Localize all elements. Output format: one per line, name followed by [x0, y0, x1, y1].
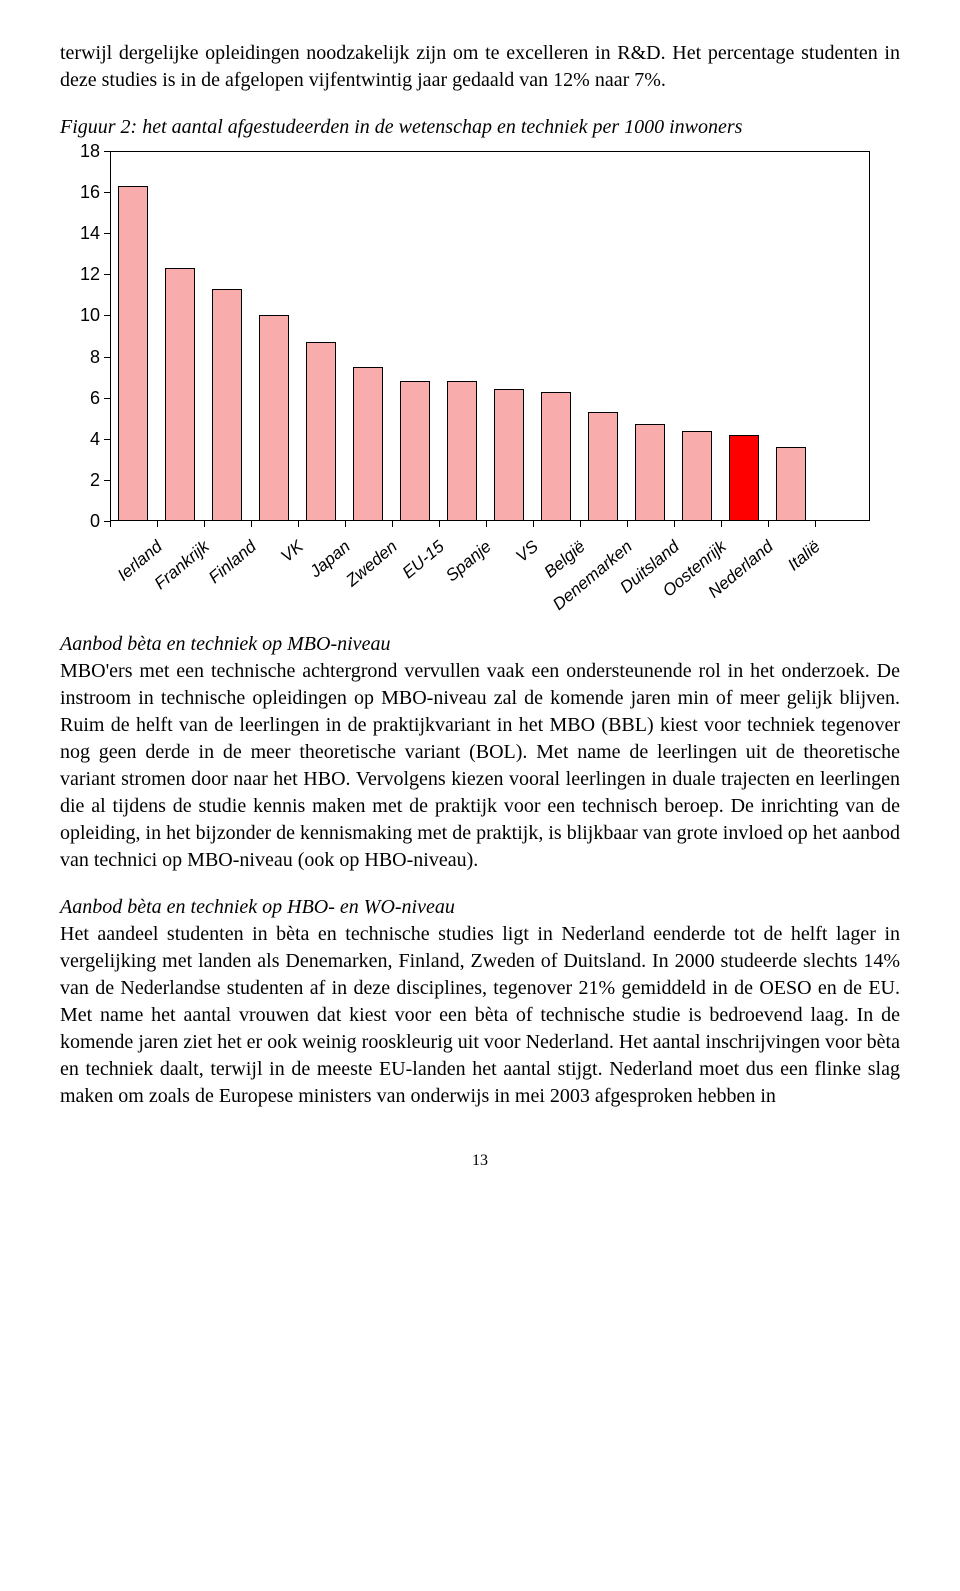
subheading-hbo-wo: Aanbod bèta en techniek op HBO- en WO-ni…: [60, 894, 900, 921]
bar: [447, 381, 477, 521]
paragraph-mbo: MBO'ers met een technische achtergrond v…: [60, 658, 900, 874]
y-axis-label: 16: [60, 180, 100, 204]
x-tick: [345, 521, 346, 527]
page-number: 13: [60, 1150, 900, 1172]
x-tick: [674, 521, 675, 527]
y-tick: [104, 439, 110, 440]
y-tick: [104, 192, 110, 193]
x-tick: [298, 521, 299, 527]
bar: [118, 186, 148, 521]
bar: [212, 289, 242, 521]
bar: [400, 381, 430, 521]
y-axis-label: 0: [60, 509, 100, 533]
y-tick: [104, 233, 110, 234]
x-tick: [721, 521, 722, 527]
x-tick: [110, 521, 111, 527]
x-tick: [439, 521, 440, 527]
y-tick: [104, 398, 110, 399]
paragraph-hbo-wo: Het aandeel studenten in bèta en technis…: [60, 921, 900, 1110]
x-tick: [486, 521, 487, 527]
y-tick: [104, 480, 110, 481]
x-tick: [392, 521, 393, 527]
bar: [306, 342, 336, 521]
y-tick: [104, 357, 110, 358]
y-axis-label: 4: [60, 427, 100, 451]
y-axis-label: 6: [60, 386, 100, 410]
bar: [635, 424, 665, 521]
y-tick: [104, 315, 110, 316]
x-tick: [251, 521, 252, 527]
bar: [682, 431, 712, 521]
y-axis-label: 10: [60, 303, 100, 327]
x-tick: [627, 521, 628, 527]
bar: [494, 389, 524, 521]
bar-chart: 024681012141618IerlandFrankrijkFinlandVK…: [60, 151, 900, 611]
bar: [729, 435, 759, 521]
bar: [776, 447, 806, 521]
bar: [588, 412, 618, 521]
bar: [541, 392, 571, 522]
bar: [165, 268, 195, 521]
figure-title: Figuur 2: het aantal afgestudeerden in d…: [60, 114, 900, 141]
x-tick: [204, 521, 205, 527]
subheading-mbo: Aanbod bèta en techniek op MBO-niveau: [60, 631, 900, 658]
y-axis-label: 8: [60, 344, 100, 368]
y-tick: [104, 151, 110, 152]
y-axis-label: 12: [60, 262, 100, 286]
y-axis-label: 18: [60, 139, 100, 163]
y-tick: [104, 274, 110, 275]
x-tick: [580, 521, 581, 527]
intro-paragraph: terwijl dergelijke opleidingen noodzakel…: [60, 40, 900, 94]
bar: [259, 315, 289, 521]
bar: [353, 367, 383, 521]
y-axis-label: 14: [60, 221, 100, 245]
y-axis-label: 2: [60, 468, 100, 492]
x-tick: [157, 521, 158, 527]
x-tick: [768, 521, 769, 527]
x-tick: [815, 521, 816, 527]
x-tick: [533, 521, 534, 527]
